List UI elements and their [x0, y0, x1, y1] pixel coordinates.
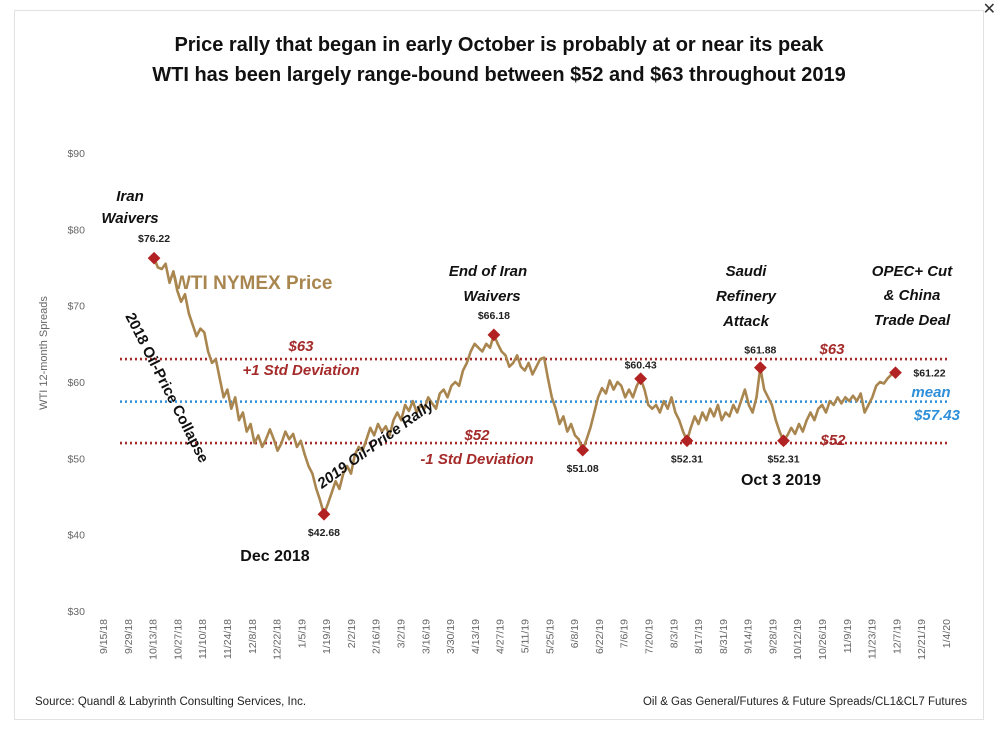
- x-tick-label: 9/15/18: [98, 619, 110, 654]
- x-tick-label: 12/8/18: [247, 619, 259, 654]
- data-point-marker: [317, 507, 331, 521]
- annotation-oct-2019: Oct 3 2019: [741, 472, 821, 489]
- x-tick-label: 10/26/19: [817, 619, 829, 660]
- mean-label: mean: [911, 384, 950, 401]
- minus-std-label: -1 Std Deviation: [420, 451, 533, 468]
- close-icon[interactable]: ✕: [982, 0, 996, 18]
- chart-card: Price rally that began in early October …: [14, 10, 984, 720]
- annotation-opec-3: Trade Deal: [874, 312, 951, 329]
- annotation-iran-waivers-1: Iran: [116, 188, 144, 205]
- data-point-marker: [889, 366, 902, 380]
- band-label-63: $63: [287, 338, 314, 355]
- x-tick-label: 10/27/18: [172, 619, 184, 660]
- x-tick-label: 10/13/18: [148, 619, 160, 660]
- x-tick-label: 11/10/18: [197, 619, 209, 659]
- x-tick-label: 6/8/19: [569, 619, 581, 648]
- annotation-opec-2: & China: [884, 287, 941, 304]
- x-tick-label: 6/22/19: [594, 619, 606, 654]
- data-point-label: $52.31: [767, 454, 799, 466]
- data-point-label: $76.22: [138, 233, 170, 245]
- x-tick-label: 1/5/19: [296, 619, 308, 648]
- data-point-label: $61.88: [744, 345, 776, 357]
- x-tick-label: 5/25/19: [544, 619, 556, 654]
- band-label-52-right: $52: [819, 432, 846, 449]
- mean-value-label: $57.43: [913, 407, 961, 424]
- x-tick-label: 8/31/19: [718, 619, 730, 654]
- x-tick-label: 2/16/19: [371, 619, 383, 654]
- x-tick-label: 7/6/19: [619, 619, 631, 648]
- x-tick-label: 9/28/19: [767, 619, 779, 654]
- x-tick-label: 11/24/18: [222, 619, 234, 659]
- x-tick-label: 3/30/19: [445, 619, 457, 654]
- annotation-opec-1: OPEC+ Cut: [872, 263, 953, 280]
- y-tick-label: $80: [67, 224, 85, 236]
- data-point-label: $51.08: [567, 463, 599, 475]
- y-tick-label: $50: [67, 453, 85, 465]
- y-tick-label: $40: [67, 530, 85, 542]
- x-tick-label: 11/9/19: [842, 619, 854, 653]
- x-tick-label: 11/23/19: [867, 619, 879, 659]
- band-label-63-right: $63: [818, 341, 845, 358]
- data-point-label: $42.68: [308, 527, 340, 539]
- y-tick-label: $30: [67, 606, 85, 618]
- data-point-label: $52.31: [671, 454, 703, 466]
- x-tick-label: 8/3/19: [668, 619, 680, 648]
- data-point-label: $66.18: [478, 310, 510, 322]
- annotation-dec-2018: Dec 2018: [240, 548, 309, 565]
- y-tick-label: $60: [67, 377, 85, 389]
- chart-title: Price rally that began in early October …: [174, 34, 824, 56]
- data-point-label: $61.22: [913, 368, 945, 380]
- legend-label: WTI NYMEX Price: [173, 273, 332, 294]
- x-tick-label: 2/2/19: [346, 619, 358, 648]
- data-point-marker: [753, 361, 767, 375]
- x-tick-label: 9/14/19: [743, 619, 755, 654]
- x-tick-label: 8/17/19: [693, 619, 705, 654]
- x-tick-label: 1/19/19: [321, 619, 333, 654]
- annotation-saudi-1: Saudi: [726, 263, 768, 280]
- footer-source: Source: Quandl & Labyrinth Consulting Se…: [35, 696, 306, 708]
- data-point-marker: [147, 251, 161, 265]
- x-tick-label: 1/4/20: [941, 619, 953, 648]
- x-tick-label: 4/13/19: [470, 619, 482, 654]
- annotation-end-iran-1: End of Iran: [449, 263, 527, 280]
- data-point-label: $60.43: [625, 360, 657, 372]
- series-line-wti: [152, 257, 897, 516]
- data-point-marker: [487, 328, 501, 342]
- x-tick-label: 7/20/19: [643, 619, 655, 654]
- annotation-iran-waivers-2: Waivers: [101, 210, 158, 227]
- y-tick-label: $90: [67, 148, 85, 160]
- chart: Price rally that began in early October …: [35, 34, 967, 708]
- annotation-rally: 2019 Oil-Price Rally: [314, 396, 438, 493]
- annotation-end-iran-2: Waivers: [463, 288, 520, 305]
- chart-subtitle: WTI has been largely range-bound between…: [152, 64, 845, 86]
- x-tick-label: 5/11/19: [520, 619, 532, 653]
- annotation-saudi-2: Refinery: [716, 288, 777, 305]
- x-tick-label: 12/22/18: [272, 619, 284, 660]
- x-tick-label: 3/16/19: [420, 619, 432, 654]
- x-tick-label: 3/2/19: [396, 619, 408, 648]
- y-axis-label: WTI 12-month Spreads: [38, 296, 50, 410]
- plus-std-label: +1 Std Deviation: [242, 362, 359, 379]
- x-tick-label: 12/7/19: [891, 619, 903, 654]
- footer-category: Oil & Gas General/Futures & Future Sprea…: [643, 696, 967, 708]
- band-label-52: $52: [463, 427, 490, 444]
- x-tick-label: 4/27/19: [495, 619, 507, 654]
- x-tick-label: 9/29/18: [123, 619, 135, 654]
- annotation-saudi-3: Attack: [722, 313, 770, 330]
- data-point-marker: [576, 443, 590, 457]
- x-tick-label: 12/21/19: [916, 619, 928, 660]
- data-point-marker: [634, 372, 647, 386]
- y-tick-label: $70: [67, 301, 85, 313]
- x-tick-label: 10/12/19: [792, 619, 804, 660]
- data-point-marker: [680, 434, 694, 448]
